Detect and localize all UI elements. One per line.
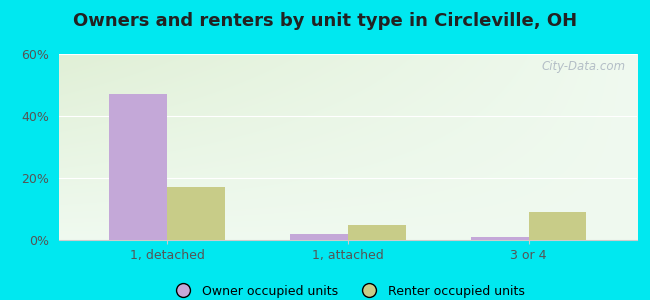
Bar <box>109 94 167 240</box>
Bar <box>471 237 528 240</box>
Legend: Owner occupied units, Renter occupied units: Owner occupied units, Renter occupied un… <box>166 280 530 300</box>
Bar <box>348 224 406 240</box>
Text: City-Data.com: City-Data.com <box>541 60 625 73</box>
Bar <box>290 234 348 240</box>
Bar <box>167 187 225 240</box>
Bar <box>528 212 586 240</box>
Text: Owners and renters by unit type in Circleville, OH: Owners and renters by unit type in Circl… <box>73 12 577 30</box>
